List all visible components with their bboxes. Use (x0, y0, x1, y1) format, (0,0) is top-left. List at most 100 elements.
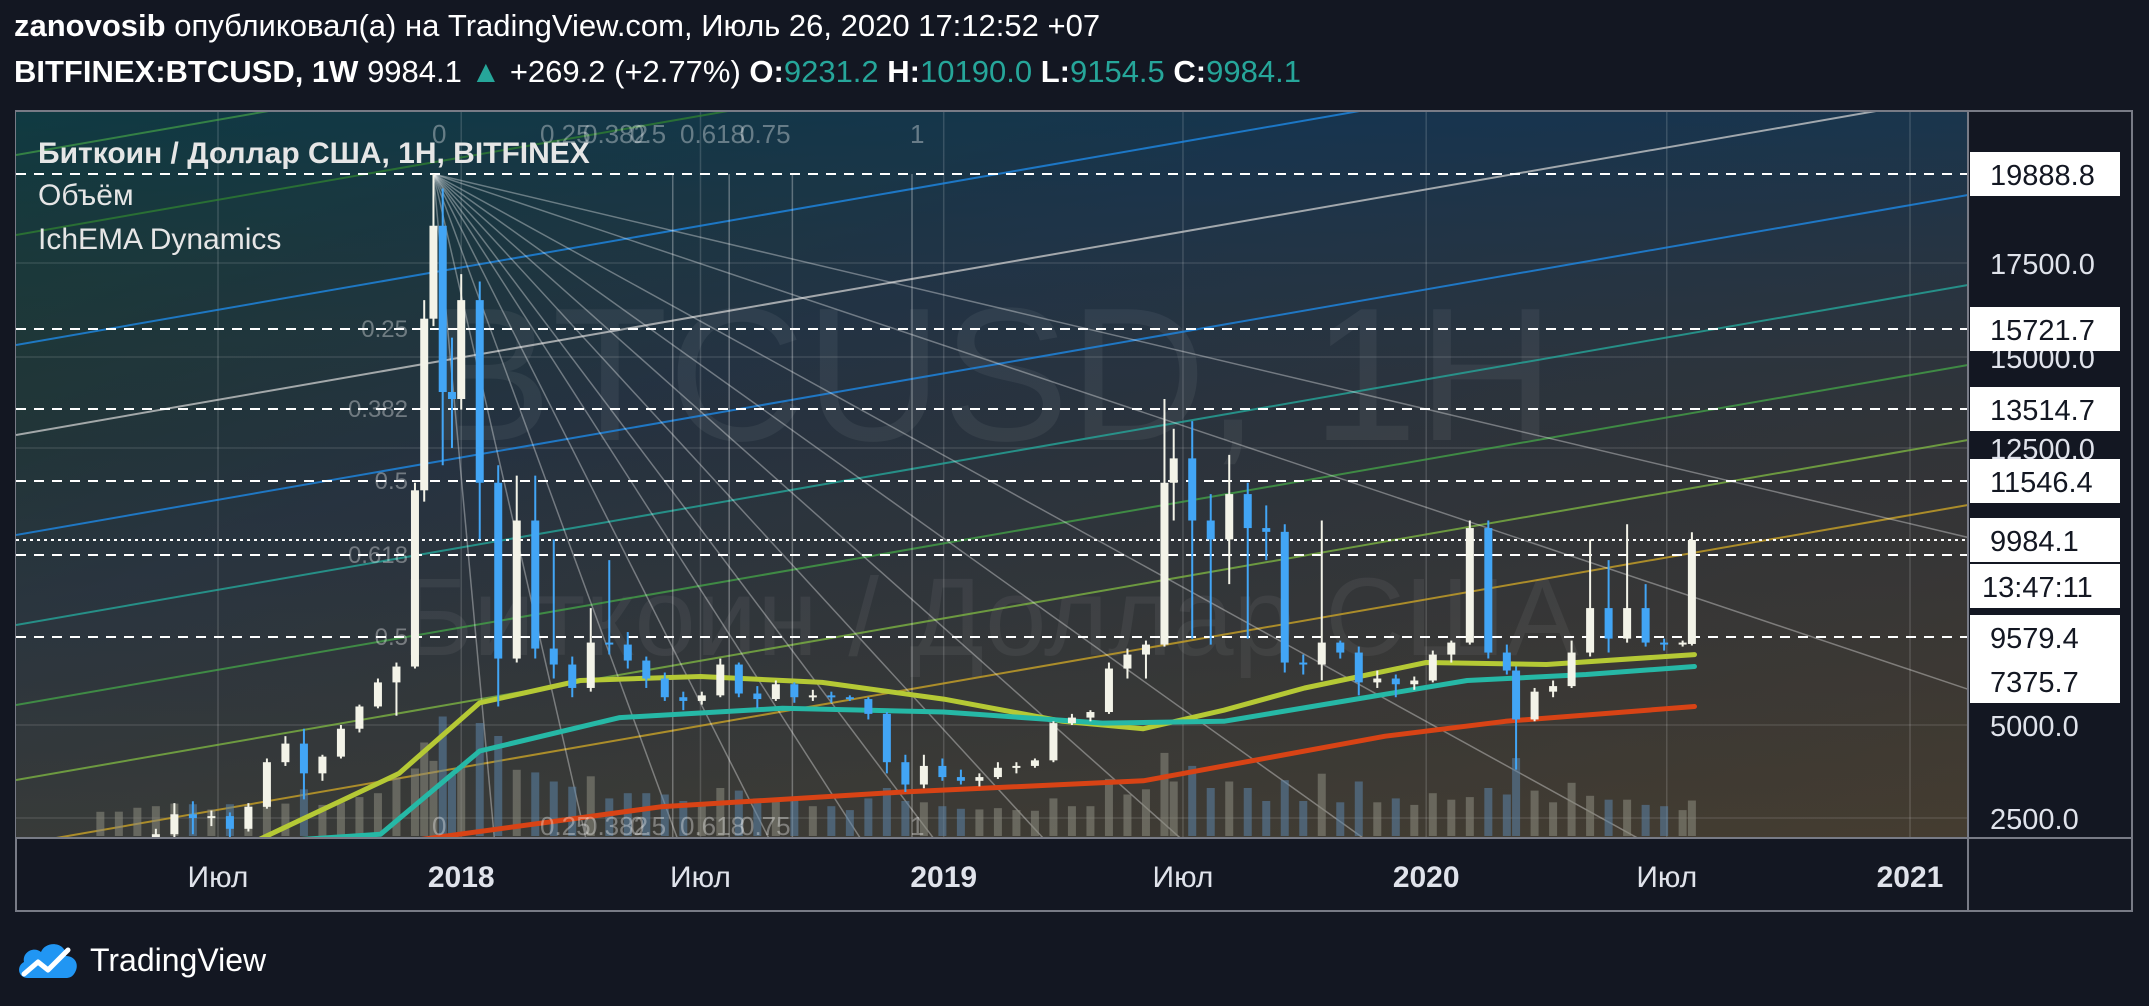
candle (1373, 670, 1382, 688)
fan-ray (433, 173, 1638, 837)
candle-body (1502, 652, 1511, 671)
candle-body (1030, 760, 1039, 766)
fan-ray (433, 173, 1968, 691)
volume-bar (336, 802, 345, 836)
countdown-box: 13:47:11 (1970, 564, 2120, 608)
volume-bar (1086, 806, 1095, 836)
candle (494, 465, 503, 707)
candle (1280, 524, 1289, 673)
fib-fan-labels: 000.250.250.3820.3820.50.50.6180.6180.75… (348, 119, 925, 841)
candle-body (1641, 608, 1650, 643)
volume-bar (1549, 802, 1558, 836)
candle-body (660, 678, 669, 698)
candle-body (1067, 717, 1076, 724)
candle-body (1123, 654, 1132, 669)
volume-bar (494, 736, 503, 836)
volume-bar (1141, 789, 1150, 836)
fan-bottom-label: 0.5 (630, 811, 666, 841)
candle (993, 762, 1002, 779)
candle-body (447, 392, 456, 400)
candle-body (1687, 540, 1696, 644)
candle (392, 662, 401, 716)
candle (429, 174, 438, 327)
fan-ray (432, 173, 1181, 837)
candle-body (1604, 608, 1613, 639)
volume-bar (1299, 801, 1308, 836)
watermark-symbol: BTCUSD, 1H (425, 269, 1555, 481)
candle (1428, 650, 1437, 683)
footer-brand[interactable]: TradingView (14, 934, 266, 986)
volume-bar (1604, 799, 1613, 836)
fib-speed-fan (432, 173, 1968, 837)
volume-bar (299, 789, 308, 836)
candle-body (1586, 608, 1595, 653)
candle (771, 680, 780, 701)
fan-bottom-label: 0.618 (680, 811, 745, 841)
ema-line (258, 652, 1697, 837)
fan-bottom-label: 1 (910, 811, 924, 841)
candle-body (1160, 482, 1169, 645)
low-value: 9154.5 (1069, 54, 1165, 89)
candle-body (299, 743, 308, 774)
candle-body (827, 695, 836, 698)
volume-histogram (96, 716, 1696, 836)
price-label-bg (1970, 387, 2120, 431)
candle (1225, 454, 1234, 585)
candle-body (808, 695, 817, 698)
candle (1687, 532, 1696, 646)
volume-bar (734, 790, 743, 836)
candle-body (586, 642, 595, 688)
volume-bar (151, 806, 160, 836)
volume-bar (531, 772, 540, 836)
candle (373, 678, 382, 709)
volume-bar (1623, 799, 1632, 836)
fan-ray (432, 173, 1044, 837)
price-label-text: 11546.4 (1990, 467, 2093, 499)
volume-bar (938, 806, 947, 836)
candle-body (1169, 458, 1178, 483)
candle-body (1354, 652, 1363, 683)
candle-body (1280, 531, 1289, 663)
volume-bar (1567, 782, 1576, 836)
candle (864, 697, 873, 720)
price-axis[interactable]: 17500.015000.012500.05000.02500.019888.8… (1970, 152, 2120, 836)
price-label-box: 13514.7 (1970, 387, 2120, 431)
candle (410, 482, 419, 669)
fan-side-label: 0.382 (348, 396, 408, 423)
volume-bar (716, 788, 725, 836)
volume-bar (1243, 788, 1252, 836)
candle (170, 803, 179, 837)
price-label-bg (1970, 518, 2120, 562)
ema-lines (258, 652, 1697, 837)
candle-body (373, 682, 382, 707)
candle-body (734, 664, 743, 694)
candle (447, 337, 456, 448)
volume-bar (1280, 780, 1289, 836)
volume-bar (438, 716, 447, 836)
candle (549, 539, 558, 679)
candle-body (642, 660, 651, 679)
time-axis[interactable]: Июл 2018 Июл 2019 Июл 2020 Июл 2021 (188, 861, 1944, 894)
legend-title[interactable]: Биткоин / Доллар США, 1Н, BITFINEX (38, 137, 590, 170)
volume-bar (1225, 781, 1234, 836)
legend-indicator[interactable]: IchEMA Dynamics (38, 223, 281, 256)
candle (1604, 560, 1613, 653)
volume-bar (1410, 804, 1419, 836)
legend-volume[interactable]: Объём (38, 179, 134, 212)
volume-bar (790, 799, 799, 836)
candle (845, 695, 854, 701)
high-label: H: (887, 54, 921, 89)
candle (299, 728, 308, 800)
candle-body (457, 300, 466, 400)
candle (355, 704, 364, 733)
candle (1067, 713, 1076, 725)
fan-top-label: 0.75 (740, 119, 791, 149)
volume-bar (975, 809, 984, 836)
author-name[interactable]: zanovosib (14, 8, 166, 43)
candle (1447, 640, 1456, 663)
candle-body (1225, 494, 1234, 540)
candle (1410, 676, 1419, 690)
candle (457, 274, 466, 410)
candle-body (475, 300, 484, 483)
